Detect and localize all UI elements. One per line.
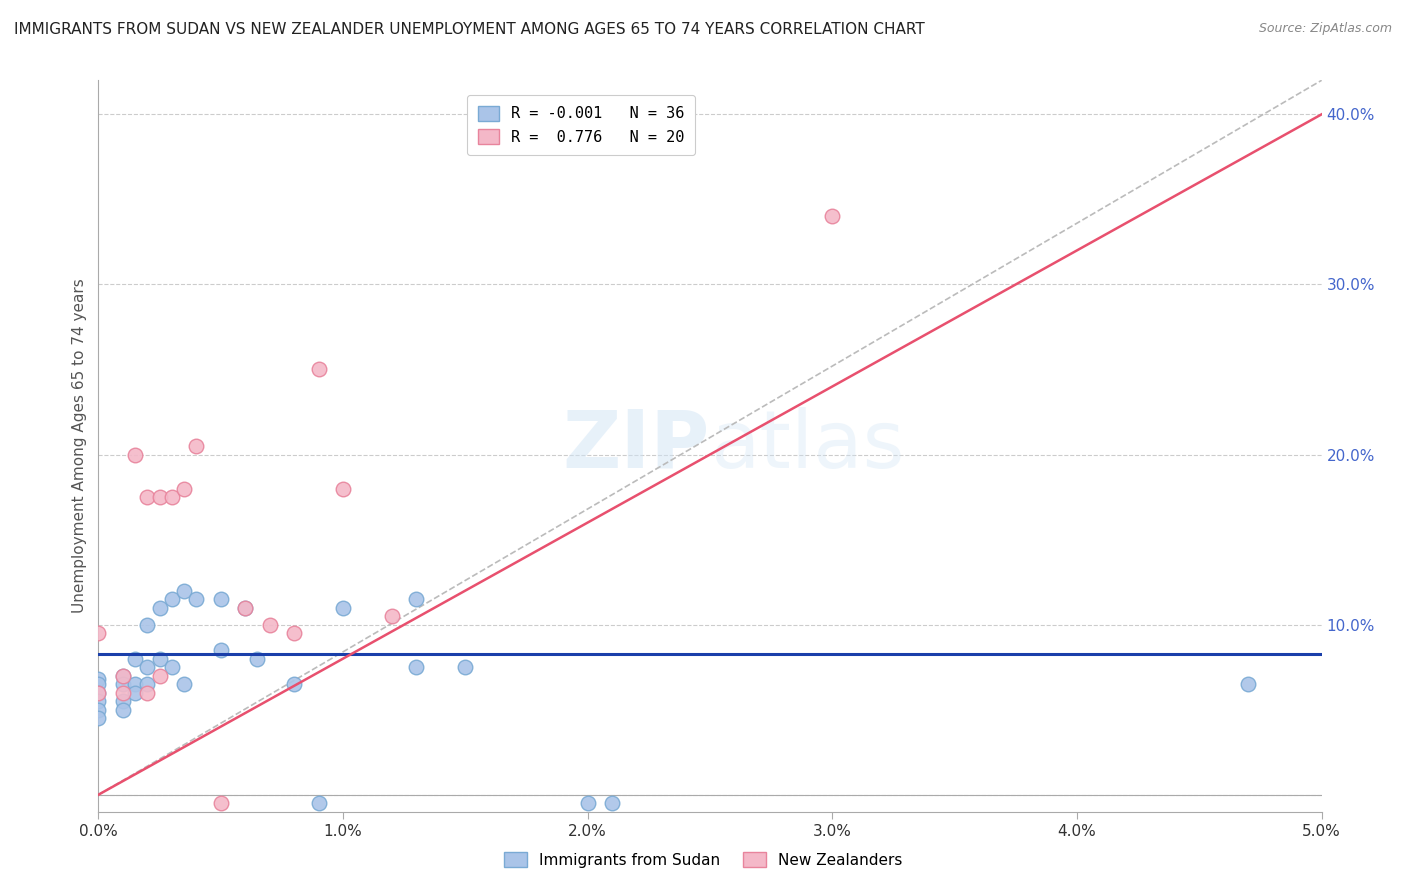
Point	[87, 686, 110, 700]
Point	[136, 617, 159, 632]
Point	[149, 651, 172, 665]
Point	[283, 677, 305, 691]
Point	[111, 694, 134, 708]
Point	[173, 482, 195, 496]
Point	[246, 651, 269, 665]
Point	[136, 677, 159, 691]
Point	[173, 677, 195, 691]
Point	[209, 643, 232, 657]
Point	[405, 592, 427, 607]
Point	[308, 796, 330, 810]
Point	[600, 796, 623, 810]
Legend: R = -0.001   N = 36, R =  0.776   N = 20: R = -0.001 N = 36, R = 0.776 N = 20	[467, 95, 696, 155]
Point	[87, 626, 110, 640]
Point	[124, 686, 146, 700]
Point	[136, 686, 159, 700]
Point	[87, 711, 110, 725]
Point	[233, 600, 256, 615]
Point	[111, 677, 134, 691]
Point	[149, 668, 172, 682]
Point	[332, 482, 354, 496]
Point	[160, 592, 183, 607]
Point	[821, 210, 844, 224]
Point	[149, 600, 172, 615]
Point	[124, 448, 146, 462]
Point	[405, 660, 427, 674]
Point	[87, 694, 110, 708]
Point	[136, 490, 159, 504]
Text: atlas: atlas	[710, 407, 904, 485]
Point	[111, 668, 134, 682]
Point	[160, 490, 183, 504]
Point	[308, 362, 330, 376]
Point	[160, 660, 183, 674]
Point	[259, 617, 281, 632]
Point	[124, 651, 146, 665]
Text: ZIP: ZIP	[562, 407, 710, 485]
Point	[87, 686, 110, 700]
Point	[124, 677, 146, 691]
Point	[87, 677, 110, 691]
Point	[576, 796, 599, 810]
Point	[454, 660, 477, 674]
Point	[332, 600, 354, 615]
Legend: Immigrants from Sudan, New Zealanders: Immigrants from Sudan, New Zealanders	[496, 845, 910, 875]
Point	[111, 686, 134, 700]
Y-axis label: Unemployment Among Ages 65 to 74 years: Unemployment Among Ages 65 to 74 years	[72, 278, 87, 614]
Point	[233, 600, 256, 615]
Point	[381, 609, 404, 624]
Point	[186, 592, 208, 607]
Point	[149, 490, 172, 504]
Point	[209, 796, 232, 810]
Point	[136, 660, 159, 674]
Point	[87, 672, 110, 686]
Point	[111, 668, 134, 682]
Point	[283, 626, 305, 640]
Text: IMMIGRANTS FROM SUDAN VS NEW ZEALANDER UNEMPLOYMENT AMONG AGES 65 TO 74 YEARS CO: IMMIGRANTS FROM SUDAN VS NEW ZEALANDER U…	[14, 22, 925, 37]
Point	[173, 583, 195, 598]
Point	[87, 703, 110, 717]
Point	[1237, 677, 1260, 691]
Point	[209, 592, 232, 607]
Point	[186, 439, 208, 453]
Point	[111, 703, 134, 717]
Text: Source: ZipAtlas.com: Source: ZipAtlas.com	[1258, 22, 1392, 36]
